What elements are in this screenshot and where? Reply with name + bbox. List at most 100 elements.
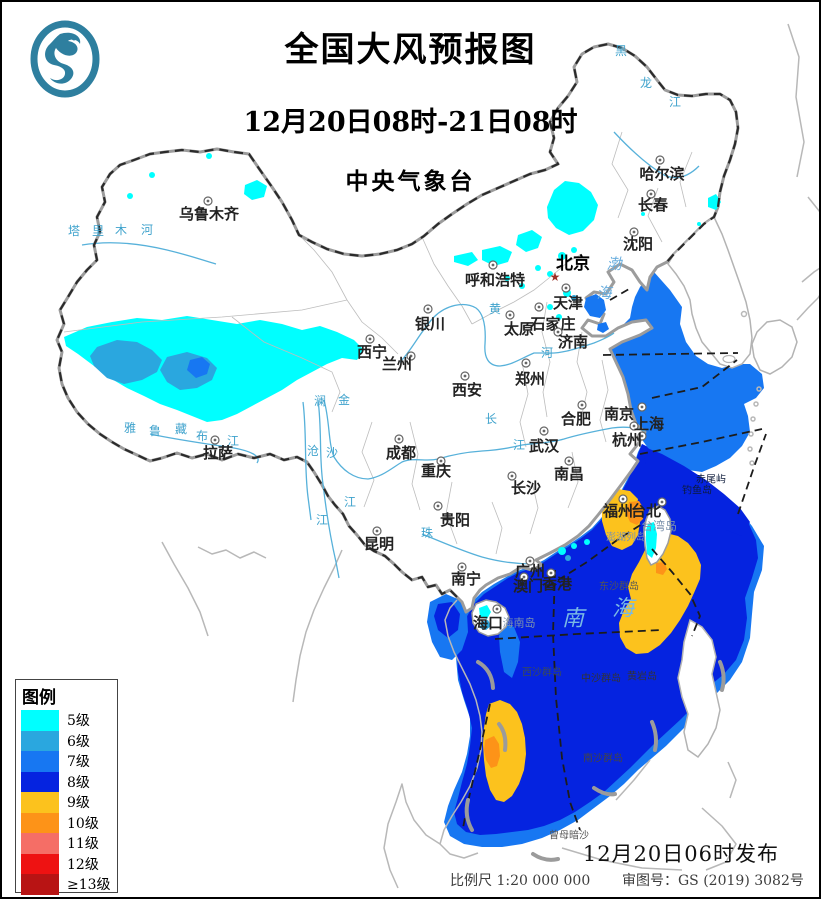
island-label: 台湾岛 [641,518,677,533]
legend-label: 11级 [67,836,99,853]
river-label: 珠 [421,526,433,540]
city-label: 沈阳 [623,235,653,253]
city-label: 澳门 [513,577,543,595]
river-label: 金 [338,392,350,407]
wind-area-hainan-east-level7 [499,622,520,678]
legend-item: 8级 [21,771,117,792]
wind-area-hainan-level6 [480,620,491,630]
city-marker [210,435,220,445]
wind-area-bohai-level7-b [597,322,609,333]
kyushu-island [751,319,798,375]
wind-area-hainan-level5 [479,605,491,619]
river-label: 澜 [314,394,326,408]
land-wind-areas [64,153,721,630]
city-label: 昆明 [364,535,394,553]
legend-label: 7级 [67,754,90,771]
legend-label: 10级 [67,815,99,832]
city-marker [534,302,544,312]
city-marker [546,568,556,578]
city-label: 西宁 [357,343,387,361]
legend-label: 8级 [67,774,90,791]
city-marker [646,189,656,199]
legend-label: 6级 [67,733,90,750]
city-label: 成都 [386,444,416,462]
river-label: 江 [513,438,525,452]
map-scale: 比例尺 1:20 000 000 [450,873,591,889]
sea-label: 海 [596,284,613,302]
city-marker [561,283,571,293]
river-labels: 黑龙江塔里木河黄河长江金沙江澜沧江雅鲁藏布江珠 [68,44,681,540]
wind-area-vietnam-level10 [484,736,500,768]
island-label: 南沙群岛 [583,752,623,765]
legend-swatch-5 [21,710,59,731]
legend-swatch-12 [21,853,59,874]
city-label: 济南 [558,333,588,351]
city-label: 天津 [553,294,583,312]
city-marker [577,400,587,410]
rivers [81,131,700,579]
wind-area-strait-level10-b [656,562,667,575]
river-label: 黄 [489,302,501,316]
jeju-island [722,354,736,364]
city-marker [564,456,574,466]
legend-swatch-6 [21,730,59,751]
legend-item: 7级 [21,751,117,772]
legend-items: 5级 6级 7级 8级 9级 10级 11级 12级 ≥13级 [16,710,117,895]
city-marker [460,371,470,381]
city-label: 福州 [602,502,633,520]
tarim-river [81,242,217,265]
island-label: 西沙群岛 [522,666,562,679]
river-label: 塔 [68,224,80,238]
wind-area-tibet-level6-a [90,340,162,384]
neighbor-coastlines [161,23,819,889]
yangtze-river [323,399,646,480]
city-label: 长春 [638,196,668,214]
city-marker [372,526,382,536]
city-marker [492,604,502,614]
city-label: 合肥 [560,410,591,428]
city-marker [618,494,628,504]
legend-item: 6级 [21,730,117,751]
wind-area-bohai-level7 [584,294,606,318]
province-boundaries [63,131,693,555]
city-label: 台北 [631,502,661,520]
legend-item: 11级 [21,833,117,854]
island-label: 黄岩岛 [627,670,657,683]
reef-arcs [464,660,726,862]
wind-area-strait-level10 [626,501,644,525]
legend-swatch-8 [21,771,59,792]
city-label: 贵阳 [440,511,470,529]
legend-label: 5级 [67,713,90,730]
city-label: 拉萨 [203,444,233,462]
forecast-period: 12月20日08时-21日08时 [243,107,578,138]
city-marker [553,327,563,337]
river-label: 里 [92,224,104,238]
river-label: 河 [141,223,153,237]
city-marker [637,431,647,441]
river-label: 木 [115,223,127,237]
city-label: 兰州 [382,355,412,373]
river-label: 鲁 [149,424,161,438]
legend-swatch-11 [21,833,59,854]
city-marker [629,421,639,431]
wind-area-tonkin-level8 [434,602,460,638]
island-label: 澎湖列岛 [606,531,646,544]
river-label: 沙 [326,446,338,460]
city-label: 海口 [473,614,503,632]
capital-label: 北京 [556,253,590,274]
legend-swatch-13 [21,874,59,895]
legend-label: ≥13级 [67,877,111,894]
wind-area-ecs-level8 [642,446,750,536]
city-label: 南昌 [554,465,584,483]
island-label: 东沙群岛 [599,580,639,593]
river-label: 江 [669,95,681,109]
legend-label: 9级 [67,795,90,812]
city-label: 郑州 [515,370,545,388]
legend-swatch-10 [21,812,59,833]
city-marker [433,501,443,511]
luzon-island [677,618,721,759]
sea-label: 南 [562,607,587,632]
city-label: 香港 [542,575,573,593]
